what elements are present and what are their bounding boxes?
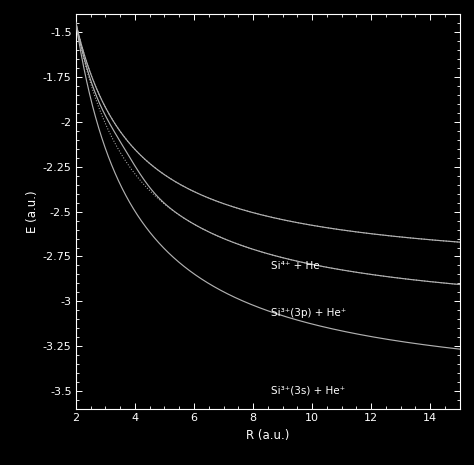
Y-axis label: E (a.u.): E (a.u.): [26, 190, 39, 233]
Text: Si⁴⁺ + He: Si⁴⁺ + He: [271, 261, 319, 271]
Text: Si³⁺(3s) + He⁺: Si³⁺(3s) + He⁺: [271, 385, 345, 395]
Text: Si³⁺(3p) + He⁺: Si³⁺(3p) + He⁺: [271, 308, 346, 318]
X-axis label: R (a.u.): R (a.u.): [246, 429, 290, 442]
